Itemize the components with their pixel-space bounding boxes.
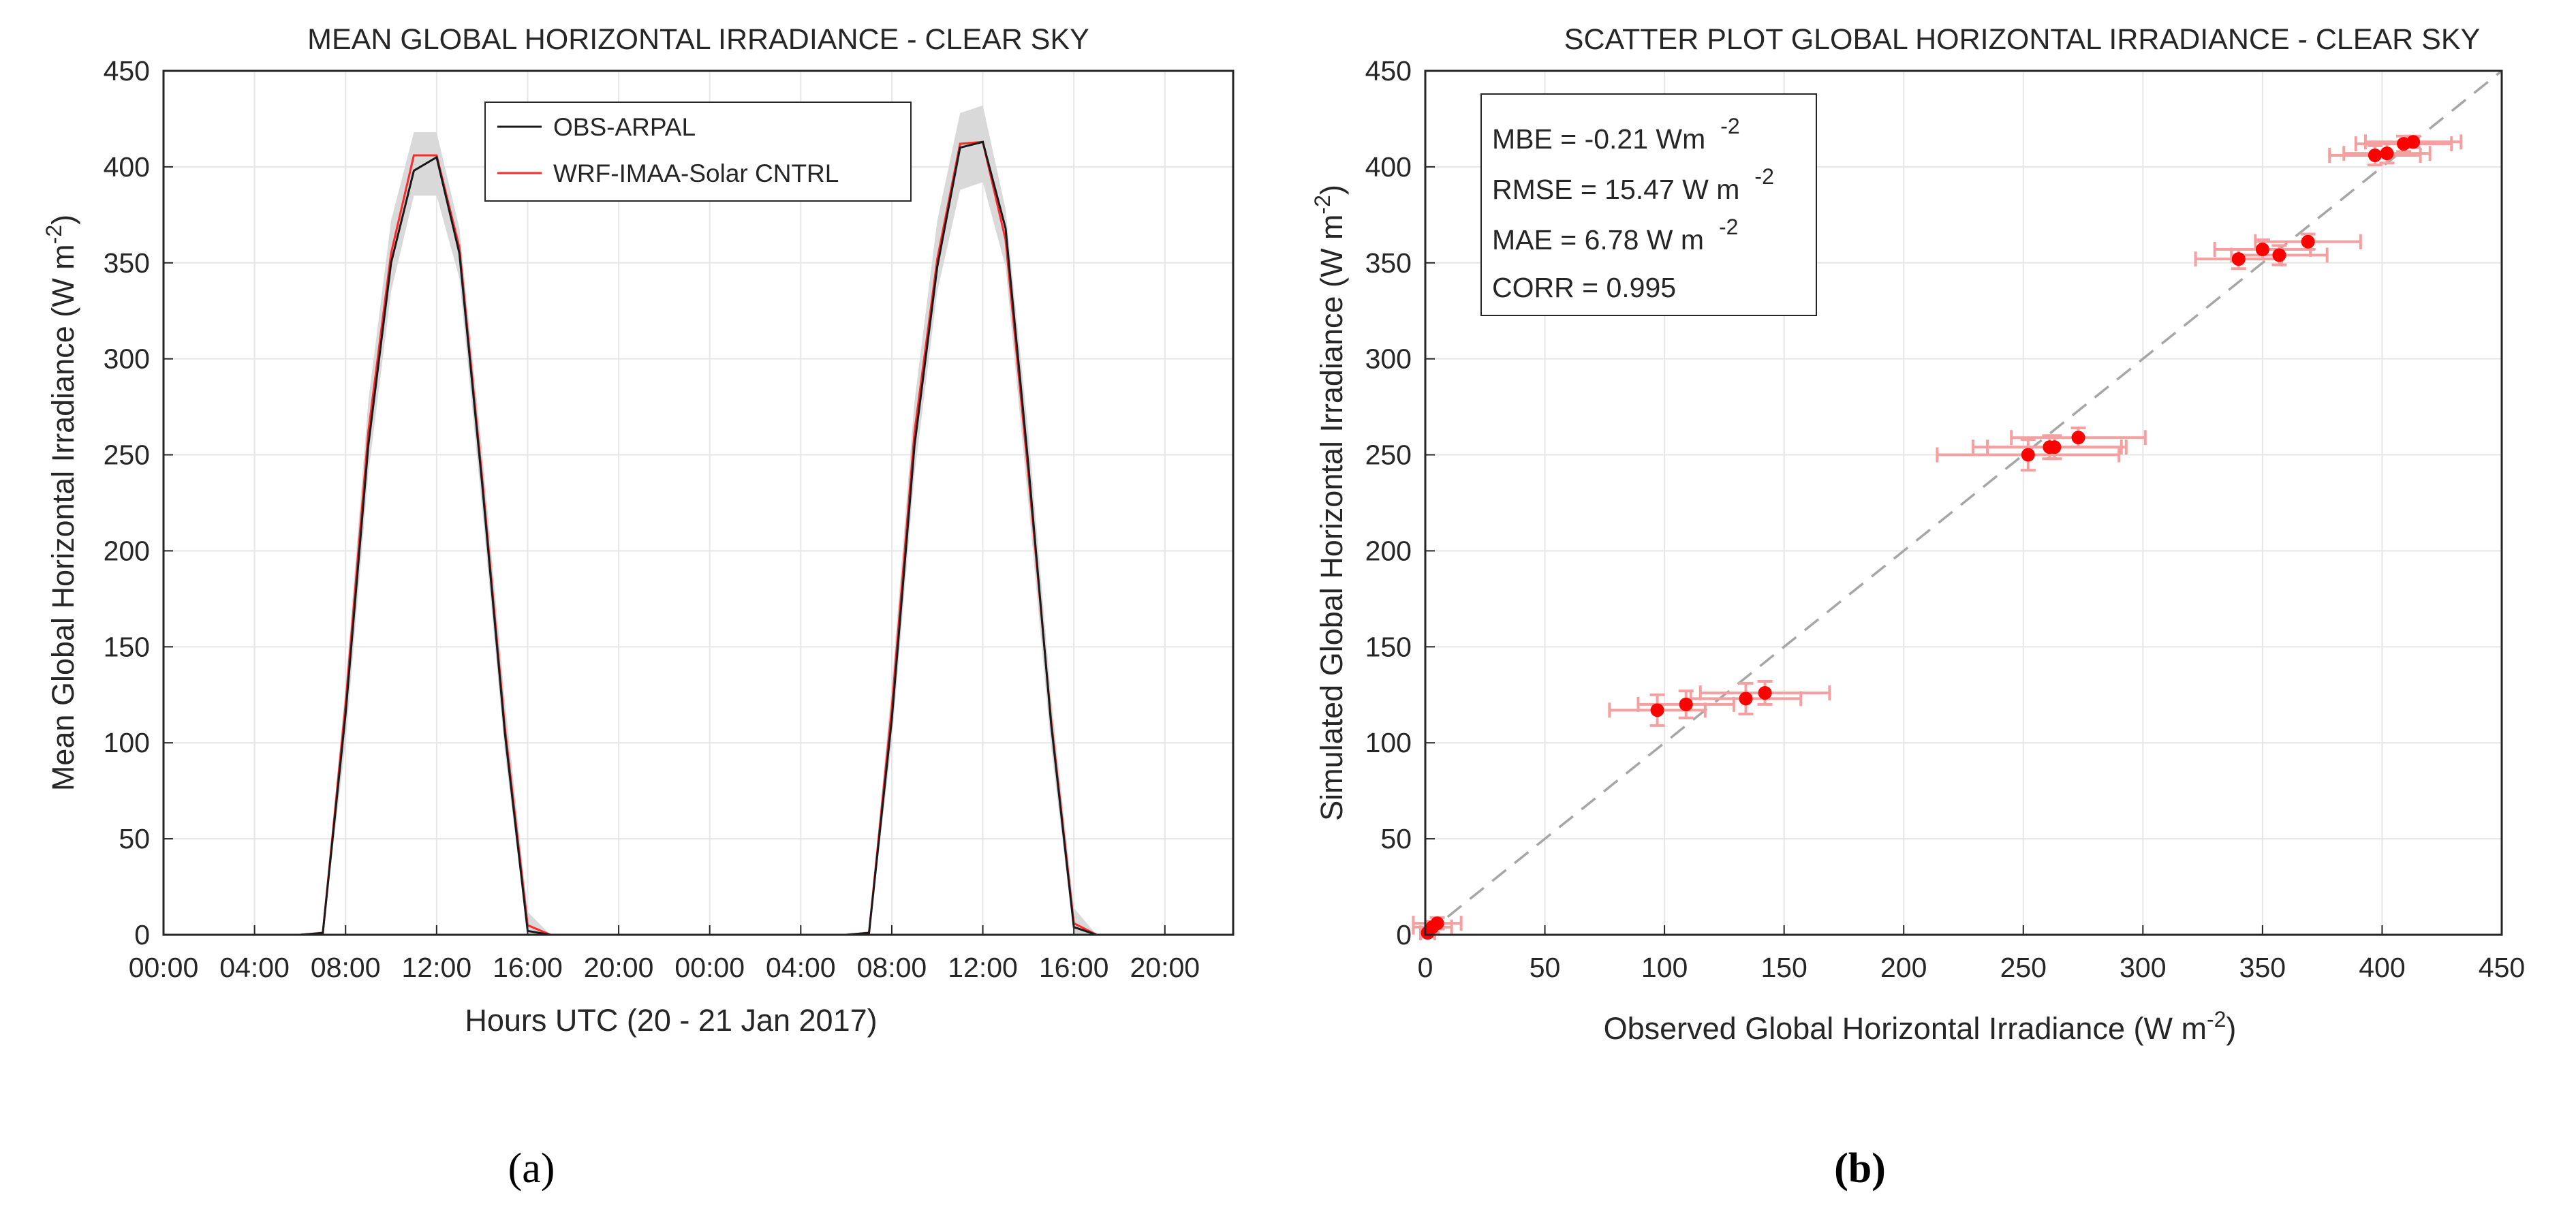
panel-b-y-tick-label: 450: [1365, 55, 1412, 87]
panel-a-title: MEAN GLOBAL HORIZONTAL IRRADIANCE - CLEA…: [307, 23, 1089, 56]
panel-b-x-tick-label: 100: [1641, 952, 1688, 983]
panel-b-title: SCATTER PLOT GLOBAL HORIZONTAL IRRADIANC…: [1564, 23, 2480, 56]
panel-a-x-tick-label: 20:00: [584, 952, 654, 983]
panel-b-x-tick-label: 400: [2359, 952, 2405, 983]
scatter-point: [2406, 135, 2421, 149]
scatter-point: [2071, 431, 2085, 445]
panel-a-y-tick-label: 200: [104, 535, 150, 566]
panel-a-series-obs-arpal: [164, 140, 1233, 936]
panel-a-x-tick-label: 16:00: [1039, 952, 1109, 983]
scatter-point: [1758, 685, 1772, 700]
panel-a-y-tick-label: 150: [104, 631, 150, 662]
panel-a-y-tick-label: 250: [104, 439, 150, 471]
panel-a-x-ticks: 00:00 04:00 08:00 12:00 16:00 20:00 00:00 04:00…: [129, 925, 1200, 983]
panel-b-x-tick-label: 200: [1880, 952, 1927, 983]
panel-a-y-tick-label: 300: [104, 343, 150, 375]
panel-b-y-tick-label: 150: [1365, 631, 1412, 662]
panel-a-x-tick-label: 08:00: [857, 952, 927, 983]
panel-a-uncertainty-band: [164, 105, 1233, 935]
panel-b-x-ticks: 0 50 100 150 200 250 300 350 400 450: [1418, 925, 2525, 983]
panel-b-x-tick-label: 300: [2120, 952, 2166, 983]
panel-a-line-chart: MEAN GLOBAL HORIZONTAL IRRADIANCE - CLEA…: [42, 23, 1235, 1192]
panel-a-y-axis-label: Mean Global Horizontal Irradiance (W m-2…: [42, 215, 80, 791]
panel-b-stats-frame: [1480, 93, 1817, 316]
panel-a-legend-box: [484, 102, 912, 202]
panel-a-x-tick-label: 04:00: [766, 952, 836, 983]
panel-a-x-tick-label: 12:00: [402, 952, 472, 983]
panel-b-y-ticks: 0 50 100 150 200 250 300 350 400 450: [1365, 55, 1435, 950]
panel-a-series-wrf-imaa-solar-cntrl: [164, 140, 1233, 936]
panel-a-y-tick-label: 50: [119, 823, 150, 854]
panel-b-scatter-chart: SCATTER PLOT GLOBAL HORIZONTAL IRRADIANC…: [1310, 23, 2525, 1192]
panel-b-y-tick-label: 250: [1365, 439, 1412, 471]
panel-a-x-tick-label: 04:00: [219, 952, 290, 983]
panel-b-one-to-one-line: [1424, 69, 2503, 936]
stat-mae: MAE = 6.78 W m -2: [1492, 215, 1738, 255]
panel-b-y-tick-label: 400: [1365, 151, 1412, 183]
scatter-point: [1650, 703, 1664, 717]
panel-b-x-tick-label: 50: [1530, 952, 1561, 983]
panel-b-y-tick-label: 50: [1380, 823, 1412, 854]
panel-b-x-tick-label: 150: [1760, 952, 1807, 983]
panel-a-x-tick-label: 16:00: [493, 952, 563, 983]
panel-a-x-tick-label: 00:00: [129, 952, 199, 983]
legend-wrf-imaa-solar-cntrl-label: WRF-IMAA-Solar CNTRL: [553, 159, 839, 187]
scatter-point: [2021, 448, 2035, 462]
panel-b-y-tick-label: 350: [1365, 247, 1412, 279]
panel-a-x-tick-label: 12:00: [948, 952, 1018, 983]
panel-b-x-tick-label: 450: [2479, 952, 2525, 983]
scatter-point: [1430, 916, 1444, 931]
panel-b-y-tick-label: 100: [1365, 727, 1412, 758]
panel-a-y-tick-label: 350: [104, 247, 150, 279]
panel-b-axes-box: [1424, 69, 2503, 936]
panel-b-x-tick-label: 250: [2000, 952, 2047, 983]
panel-a-x-tick-label: 08:00: [311, 952, 381, 983]
panel-a-y-tick-label: 100: [104, 727, 150, 758]
panel-a-y-tick-label: 400: [104, 151, 150, 183]
scatter-point: [2272, 248, 2286, 262]
scatter-point: [1739, 692, 1753, 706]
panel-a-x-axis-label: Hours UTC (20 - 21 Jan 2017): [465, 1003, 877, 1038]
panel-b-y-tick-label: 300: [1365, 343, 1412, 375]
panel-a-y-tick-label: 0: [134, 919, 150, 950]
panel-b-x-tick-label: 0: [1418, 952, 1433, 983]
scatter-point: [2047, 440, 2062, 454]
scatter-point: [2301, 234, 2315, 249]
panel-a-y-tick-label: 450: [104, 55, 150, 87]
scatter-point: [2380, 146, 2394, 161]
stat-mbe: MBE = -0.21 Wm -2: [1492, 114, 1740, 155]
panel-b-x-tick-label: 350: [2239, 952, 2286, 983]
panel-b-label: (b): [1834, 1145, 1886, 1192]
panel-b-y-tick-label: 200: [1365, 535, 1412, 566]
panel-a-x-tick-label: 00:00: [674, 952, 745, 983]
panel-a-x-tick-label: 20:00: [1130, 952, 1200, 983]
stat-rmse: RMSE = 15.47 W m -2: [1492, 164, 1774, 205]
stat-corr: CORR = 0.995: [1492, 272, 1676, 303]
panel-b-y-tick-label: 0: [1396, 919, 1412, 950]
panel-b-data-points: [1421, 135, 2421, 940]
panel-b-x-axis-label: Observed Global Horizontal Irradiance (W…: [1604, 1007, 2237, 1046]
scatter-point: [2255, 243, 2269, 257]
panel-b-stats-box: MBE = -0.21 Wm -2 RMSE = 15.47 W m -2 MAE …: [1480, 93, 1817, 316]
scatter-point: [2231, 252, 2246, 266]
panel-b-y-axis-label: Simulated Global Horizontal Irradiance (…: [1310, 185, 1349, 821]
legend-obs-arpal-label: OBS-ARPAL: [553, 113, 696, 141]
panel-a-legend: OBS-ARPAL WRF-IMAA-Solar CNTRL: [484, 102, 912, 202]
scatter-point: [1679, 697, 1693, 711]
scatter-point: [2368, 148, 2382, 162]
panel-a-y-ticks: 0 50 100 150 200 250 300 350 400 450: [104, 55, 173, 950]
panel-a-axes-box: [162, 69, 1235, 936]
panel-a-label: (a): [508, 1145, 555, 1192]
